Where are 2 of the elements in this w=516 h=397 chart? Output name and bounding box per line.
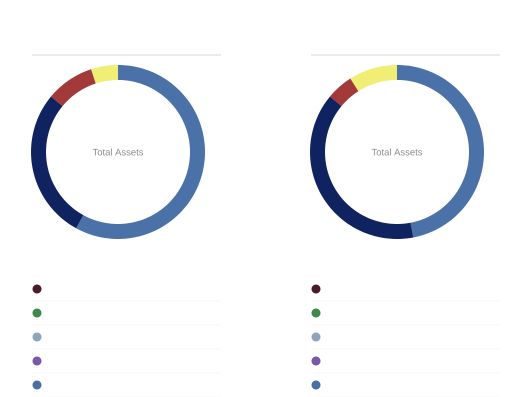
text: Total Assets [372, 148, 422, 156]
text: Total Assets [92, 148, 144, 156]
